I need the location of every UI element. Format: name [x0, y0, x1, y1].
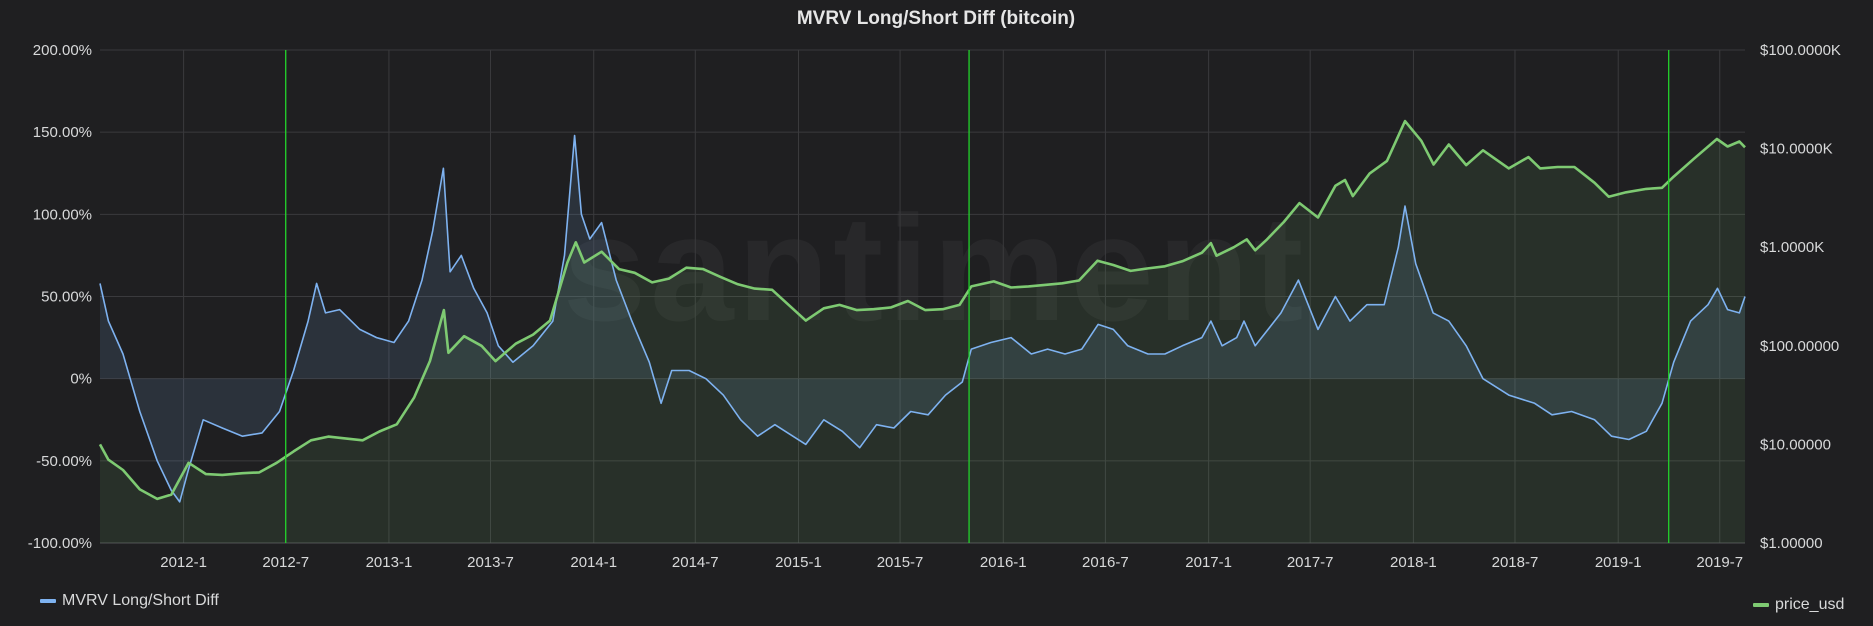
y-right-tick-label: $1.0000K	[1760, 239, 1824, 256]
y-left-tick-label: -50.00%	[36, 453, 92, 470]
mvrv-fill	[100, 135, 1745, 502]
x-tick-label: 2014-1	[570, 554, 617, 571]
legend-price[interactable]: price_usd	[1753, 596, 1844, 614]
y-right-tick-label: $100.0000K	[1760, 42, 1841, 59]
x-tick-label: 2016-1	[980, 554, 1027, 571]
x-tick-label: 2018-7	[1492, 554, 1539, 571]
x-tick-label: 2017-7	[1287, 554, 1334, 571]
x-tick-label: 2019-1	[1595, 554, 1642, 571]
x-tick-label: 2012-1	[160, 554, 207, 571]
price-area	[100, 121, 1745, 543]
price-line	[98, 119, 1746, 501]
y-left-tick-label: -100.00%	[28, 535, 92, 552]
x-tick-label: 2016-7	[1082, 554, 1129, 571]
legend-mvrv[interactable]: MVRV Long/Short Diff	[40, 592, 219, 610]
legend-swatch-price	[1753, 603, 1769, 607]
x-tick-label: 2014-7	[672, 554, 719, 571]
x-tick-label: 2015-7	[877, 554, 924, 571]
legend-swatch-mvrv	[40, 599, 56, 603]
y-left-tick-label: 150.00%	[33, 124, 92, 141]
x-tick-label: 2018-1	[1390, 554, 1437, 571]
price-fill	[100, 121, 1745, 543]
mvrv-area	[100, 135, 1745, 502]
x-tick-label: 2013-1	[366, 554, 413, 571]
x-tick-label: 2012-7	[262, 554, 309, 571]
y-left-tick-label: 50.00%	[41, 289, 92, 306]
y-right-tick-label: $100.00000	[1760, 338, 1839, 355]
y-right-tick-label: $10.0000K	[1760, 141, 1833, 158]
x-tick-label: 2015-1	[775, 554, 822, 571]
x-tick-label: 2017-1	[1185, 554, 1232, 571]
legend-label-mvrv: MVRV Long/Short Diff	[62, 592, 219, 609]
mvrv-line	[99, 134, 1746, 503]
axis-ticks: 200.00% 150.00% 100.00% 50.00% 0% -50.00% -100…	[28, 42, 1841, 571]
chart-title: MVRV Long/Short Diff (bitcoin)	[797, 8, 1075, 29]
y-left-tick-label: 0%	[70, 371, 92, 388]
y-right-tick-label: $10.00000	[1760, 436, 1831, 453]
y-left-tick-label: 200.00%	[33, 42, 92, 59]
legend-label-price: price_usd	[1775, 596, 1845, 613]
x-tick-label: 2013-7	[467, 554, 514, 571]
series-lines	[98, 119, 1746, 503]
x-tick-label: 2019-7	[1696, 554, 1743, 571]
y-left-tick-label: 100.00%	[33, 206, 92, 223]
y-right-tick-label: $1.00000	[1760, 535, 1823, 552]
vertical-markers	[285, 50, 1670, 543]
